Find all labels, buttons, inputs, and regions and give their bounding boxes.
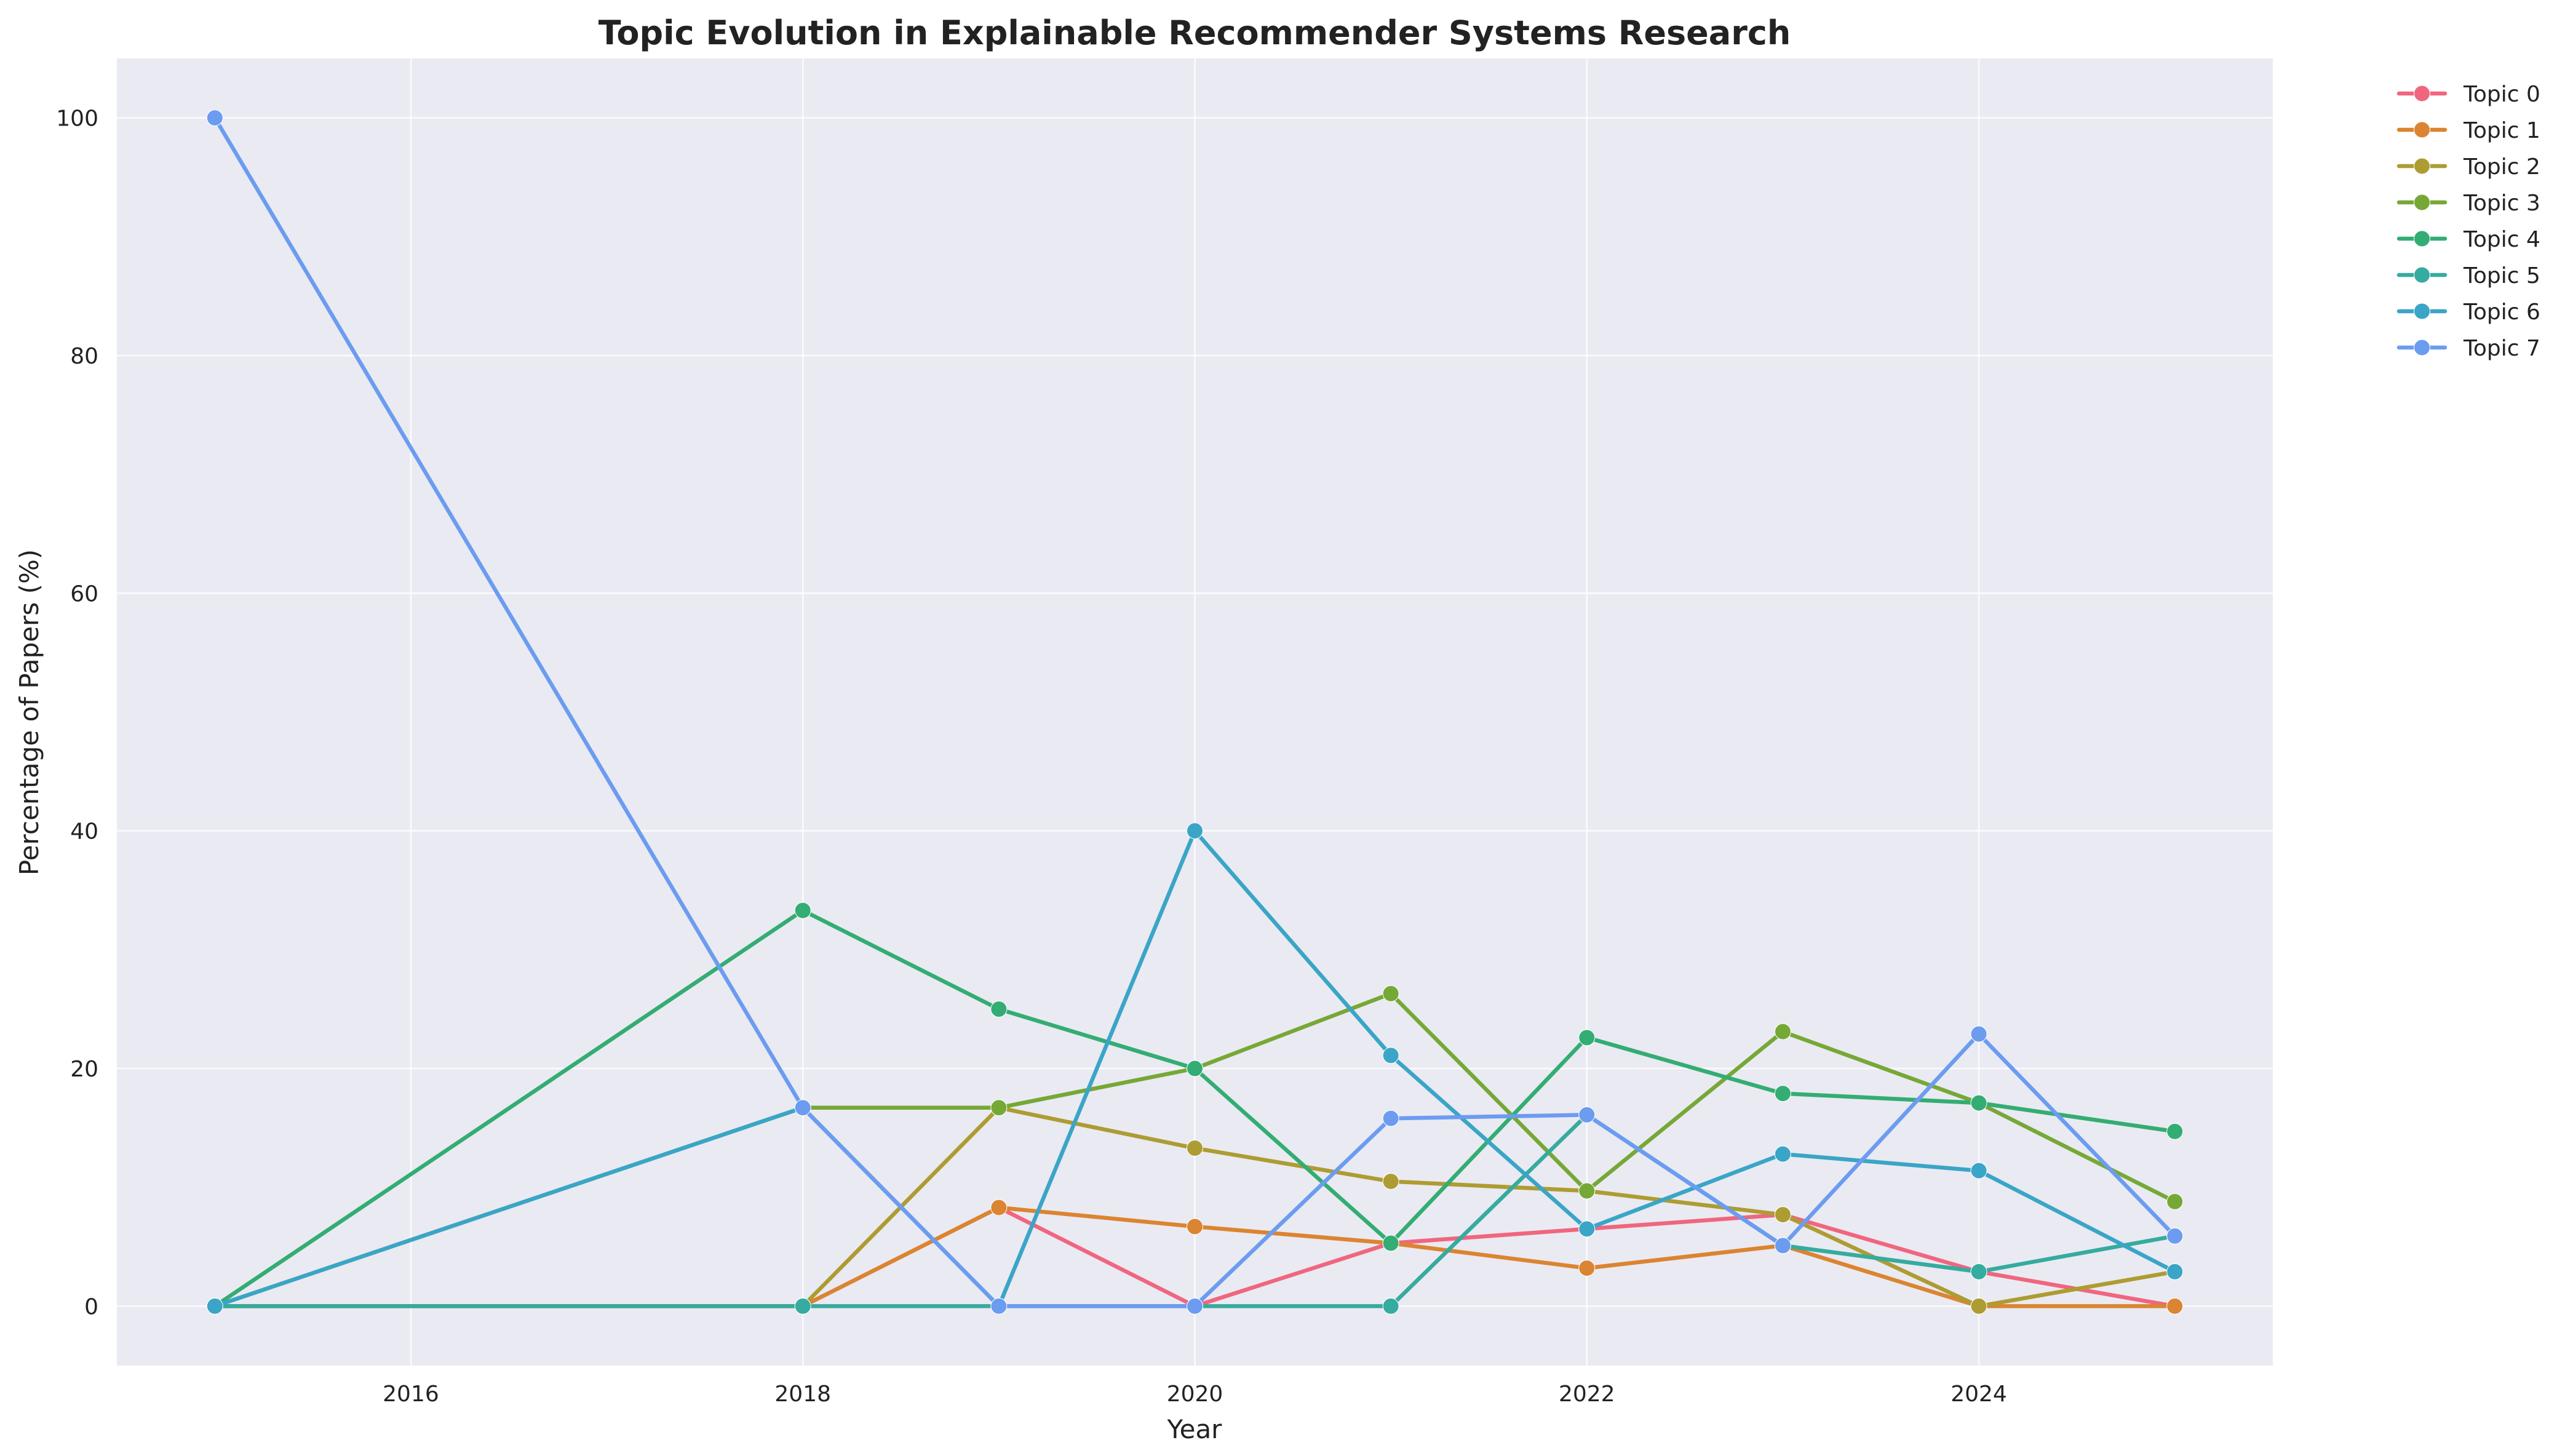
legend-marker — [2414, 121, 2430, 138]
x-tick-label: 2016 — [383, 1382, 439, 1407]
x-tick-label: 2020 — [1167, 1382, 1223, 1407]
legend-label: Topic 2 — [2463, 154, 2540, 180]
legend-marker — [2414, 157, 2430, 175]
data-point — [1774, 1206, 1791, 1223]
legend-marker — [2414, 85, 2430, 102]
x-tick-label: 2022 — [1559, 1382, 1615, 1407]
series-layer — [206, 109, 2184, 1315]
data-point — [1774, 1237, 1791, 1254]
data-point — [1970, 1162, 1987, 1179]
data-point — [1970, 1263, 1987, 1280]
legend-marker — [2414, 230, 2430, 247]
data-point — [794, 902, 811, 919]
data-point — [990, 1297, 1008, 1315]
data-point — [1187, 1297, 1203, 1315]
data-point — [2166, 1297, 2184, 1315]
data-point — [2166, 1227, 2184, 1244]
legend-marker — [2414, 266, 2430, 284]
y-tick-label: 60 — [70, 581, 98, 607]
data-point — [1578, 1220, 1596, 1238]
data-point — [1382, 1297, 1399, 1315]
data-point — [990, 1199, 1008, 1216]
legend-label: Topic 0 — [2463, 82, 2540, 107]
data-point — [1187, 1060, 1203, 1077]
y-tick-label: 80 — [70, 344, 98, 369]
legend-label: Topic 5 — [2463, 263, 2540, 288]
data-point — [1774, 1145, 1791, 1163]
data-point — [206, 109, 223, 127]
data-point — [1970, 1025, 1987, 1043]
y-tick-label: 20 — [70, 1057, 98, 1082]
data-point — [1774, 1085, 1791, 1102]
grid — [117, 58, 2273, 1366]
x-axis-label: Year — [1167, 1414, 1223, 1444]
data-point — [794, 1297, 811, 1315]
legend-label: Topic 3 — [2463, 191, 2540, 216]
data-point — [1382, 1110, 1399, 1127]
data-point — [1578, 1106, 1596, 1123]
legend-label: Topic 1 — [2463, 118, 2540, 143]
data-point — [2166, 1263, 2184, 1280]
y-tick-label: 100 — [56, 106, 98, 132]
data-point — [206, 1297, 223, 1315]
data-point — [990, 1000, 1008, 1017]
tick-labels: 2016 2018 2020 2022 2024 0 20 40 60 80 100 — [56, 106, 2007, 1407]
y-tick-label: 0 — [84, 1294, 98, 1319]
x-tick-label: 2018 — [774, 1382, 831, 1407]
x-tick-label: 2024 — [1951, 1382, 2007, 1407]
data-point — [2166, 1193, 2184, 1210]
legend-marker — [2414, 194, 2430, 211]
data-point — [794, 1099, 811, 1116]
data-point — [1774, 1023, 1791, 1040]
data-point — [1382, 1173, 1399, 1190]
data-point — [1578, 1182, 1596, 1199]
legend-label: Topic 7 — [2463, 336, 2540, 361]
data-point — [1187, 822, 1203, 840]
data-point — [1382, 1235, 1399, 1252]
legend-label: Topic 4 — [2463, 227, 2540, 252]
legend: Topic 0 Topic 1 Topic 2 Topic 3 Topic 4 Topic… — [2396, 82, 2540, 361]
y-axis-label: Percentage of Papers (%) — [14, 549, 44, 875]
data-point — [1970, 1094, 1987, 1112]
y-tick-label: 40 — [70, 819, 98, 845]
data-point — [1187, 1139, 1203, 1156]
data-point — [1382, 1047, 1399, 1064]
data-point — [990, 1099, 1008, 1116]
data-point — [1578, 1260, 1596, 1277]
data-point — [2166, 1123, 2184, 1140]
data-point — [1187, 1218, 1203, 1235]
chart-title: Topic Evolution in Explainable Recommend… — [599, 14, 1791, 52]
legend-marker — [2414, 303, 2430, 320]
legend-label: Topic 6 — [2463, 300, 2540, 325]
data-point — [1578, 1029, 1596, 1046]
data-point — [1382, 985, 1399, 1002]
legend-marker — [2414, 339, 2430, 356]
data-point — [1970, 1297, 1987, 1315]
